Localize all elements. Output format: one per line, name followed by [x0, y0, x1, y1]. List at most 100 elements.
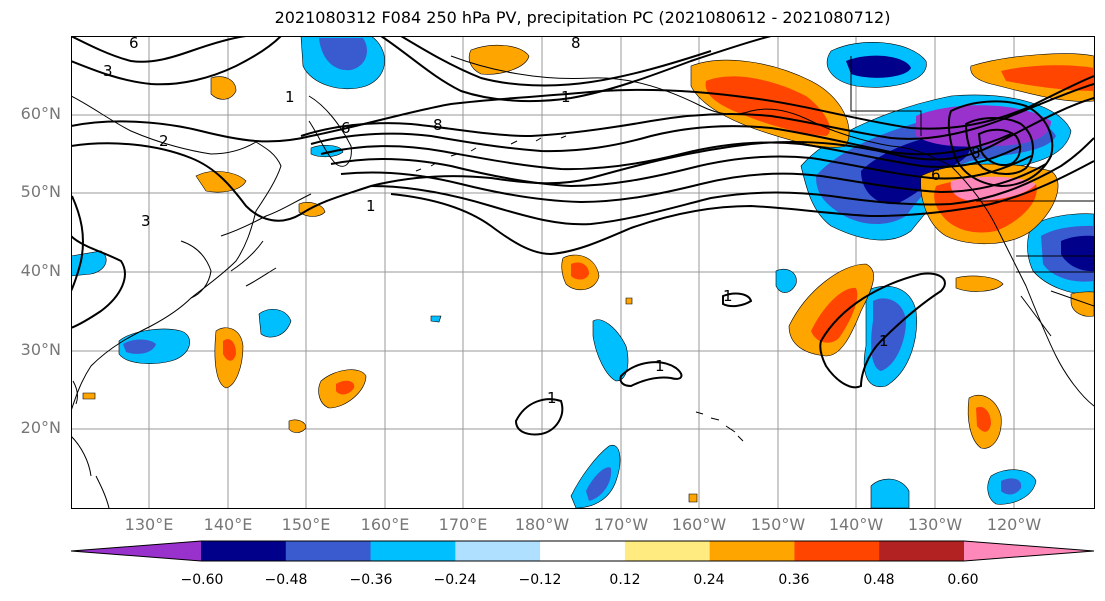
contour-label: 8 — [433, 116, 443, 134]
pv-contour — [380, 36, 772, 103]
pv-contour — [340, 163, 1047, 204]
coastline-hawaii — [695, 411, 744, 442]
contour-label: 2 — [159, 132, 169, 150]
lat-label-60n: 60°N — [20, 104, 61, 123]
precip-positive-area — [210, 76, 237, 100]
coastline-korea — [180, 240, 212, 299]
precip-positive-area — [195, 171, 247, 193]
precip-negative-area — [319, 38, 367, 71]
contour-label: 3 — [103, 62, 113, 80]
lat-label-40n: 40°N — [20, 261, 61, 280]
contour-label: 8 — [971, 144, 981, 162]
precip-positive-area — [223, 339, 236, 361]
pv-contour — [71, 235, 126, 329]
colorbar-tick-label: −0.60 — [180, 572, 224, 588]
pv-contour — [390, 160, 1094, 256]
pv-contour — [300, 83, 1094, 140]
lon-label-150e: 150°E — [281, 515, 331, 534]
precip-negative-area — [430, 315, 442, 323]
map-panel: 1 3 6 8 1 3 2 6 8 1 1 1 1 1 6 8 — [71, 36, 1094, 508]
precip-positive-area — [625, 297, 633, 305]
contour-label: 8 — [571, 36, 581, 52]
contour-label: 1 — [561, 88, 571, 106]
precip-negative-area — [775, 268, 797, 293]
lon-label-160w: 160°W — [671, 515, 727, 534]
coastline-aleutians — [415, 135, 567, 172]
pv-contour — [947, 100, 1054, 188]
contour-label: 6 — [931, 166, 941, 184]
colorbar-swatch — [709, 541, 795, 561]
precip-positive-area — [1001, 65, 1094, 91]
lat-label-50n: 50°N — [20, 182, 61, 201]
precip-positive-area — [950, 176, 1036, 201]
pv-contour — [514, 398, 564, 436]
lon-label-180w: 180°W — [514, 515, 570, 534]
pv-contour — [71, 36, 282, 86]
colorbar-tick-label: 0.24 — [693, 572, 725, 588]
map-title: 2021080312 F084 250 hPa PV, precipitatio… — [274, 8, 891, 27]
pv-contour — [71, 195, 84, 292]
precip-positive-area — [571, 262, 589, 280]
lat-label-20n: 20°N — [20, 418, 61, 437]
precip-negative-area — [258, 308, 292, 338]
precip-positive-area — [688, 493, 698, 503]
precip-negative-area — [1001, 478, 1022, 495]
pv-contour — [310, 125, 1012, 156]
pv-contour — [71, 97, 1094, 222]
precip-positive-area — [82, 392, 96, 400]
pv-contour — [400, 36, 712, 87]
contour-label: 1 — [879, 332, 889, 350]
pv-contour — [722, 292, 753, 308]
lon-label-170w: 170°W — [593, 515, 649, 534]
colorbar-tick-label: −0.12 — [518, 572, 562, 588]
colorbar-swatch — [201, 541, 287, 561]
colorbar-swatch — [370, 541, 456, 561]
lon-label-130w: 130°W — [907, 515, 963, 534]
precip-negative-area — [846, 55, 911, 78]
border-alaska-canada — [850, 56, 922, 136]
pv-contour — [977, 128, 1022, 167]
colorbar-swatch — [624, 541, 711, 561]
contour-label: 3 — [141, 212, 151, 230]
precip-positive-area — [298, 202, 326, 217]
precip-positive-area — [811, 287, 858, 343]
coastline-philippines — [71, 435, 110, 508]
lon-label-140e: 140°E — [203, 515, 253, 534]
contour-label: 1 — [547, 389, 557, 407]
lon-label-120w: 120°W — [986, 515, 1042, 534]
precip-positive-area — [288, 419, 307, 433]
contour-label: 1 — [655, 357, 665, 375]
lat-label-30n: 30°N — [20, 340, 61, 359]
coastline-japan — [220, 193, 312, 287]
contour-label: 1 — [723, 287, 733, 305]
pv-contour — [320, 141, 1022, 171]
pv-contours — [71, 36, 1094, 436]
colorbar-tick-label: 0.48 — [863, 572, 895, 588]
colorbar-tick-label: 0.12 — [609, 572, 641, 588]
colorbar-tick-label: 0.60 — [947, 572, 979, 588]
colorbar-swatches — [71, 541, 1094, 561]
contour-label: 1 — [366, 197, 376, 215]
colorbar-tick-label: −0.24 — [433, 572, 477, 588]
colorbar-swatch — [879, 541, 965, 561]
colorbar-swatch — [285, 541, 372, 561]
colorbar-tick-label: 0.36 — [778, 572, 810, 588]
coastline-asia — [71, 95, 282, 412]
colorbar-tick-label: −0.48 — [264, 572, 308, 588]
colorbar-swatch — [964, 541, 1094, 561]
precip-positive-area — [1070, 291, 1094, 317]
lon-label-170e: 170°E — [438, 515, 488, 534]
colorbar-swatch — [455, 541, 541, 561]
precip-positive-area — [976, 406, 991, 432]
lon-label-150w: 150°W — [750, 515, 806, 534]
border-us-states — [1016, 255, 1094, 337]
precip-negative-area — [123, 339, 156, 354]
lon-label-160e: 160°E — [360, 515, 410, 534]
contour-label: 1 — [285, 88, 295, 106]
precip-positive-area — [336, 380, 355, 395]
map-canvas: 1 3 6 8 1 3 2 6 8 1 1 1 1 1 6 8 — [71, 36, 1094, 508]
pv-contour — [71, 36, 247, 63]
colorbar-swatch — [794, 541, 880, 561]
pv-contour-labels: 1 3 6 8 1 3 2 6 8 1 1 1 1 1 6 8 — [103, 36, 981, 407]
colorbar-tick-label: −0.36 — [349, 572, 393, 588]
